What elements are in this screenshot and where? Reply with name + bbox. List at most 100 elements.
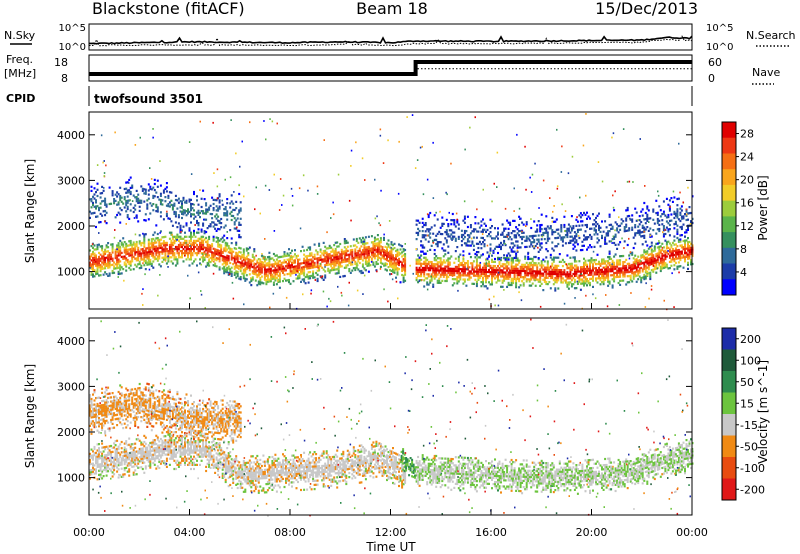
heatmap-cell [665, 255, 668, 258]
heatmap-cell [589, 273, 591, 276]
heatmap-cell [90, 198, 93, 201]
heatmap-cell [386, 263, 388, 266]
heatmap-cell [421, 271, 424, 274]
heatmap-cell [90, 212, 93, 215]
heatmap-cell [194, 224, 196, 226]
heatmap-cell [599, 264, 602, 267]
heatmap-cell [507, 275, 510, 278]
heatmap-cell [238, 261, 241, 264]
heatmap-cell [203, 256, 206, 259]
heatmap-cell [351, 269, 354, 272]
heatmap-cell [491, 225, 493, 228]
heatmap-cell [375, 238, 378, 241]
heatmap-cell [168, 252, 171, 255]
heatmap-cell [610, 227, 613, 230]
heatmap-cell [614, 243, 617, 246]
heatmap-cell [649, 271, 652, 274]
heatmap-cell [649, 275, 652, 278]
heatmap-cell [260, 271, 263, 274]
heatmap-cell [176, 199, 179, 202]
heatmap-cell [132, 243, 135, 246]
heatmap-cell [424, 277, 427, 280]
heatmap-cell [236, 260, 239, 263]
heatmap-cell [253, 266, 256, 269]
heatmap-cell [396, 250, 399, 253]
heatmap-cell [510, 265, 513, 268]
heatmap-cell [554, 237, 557, 240]
heatmap-cell [307, 246, 310, 249]
heatmap-cell [637, 265, 640, 268]
heatmap-cell [543, 260, 546, 263]
heatmap-cell [255, 254, 257, 257]
heatmap-cell [433, 252, 436, 256]
heatmap-cell [336, 245, 339, 248]
heatmap-cell [423, 252, 426, 255]
heatmap-cell [386, 254, 388, 258]
heatmap-cell [137, 250, 140, 254]
heatmap-cell [475, 258, 478, 261]
heatmap-cell [658, 205, 661, 208]
heatmap-cell [539, 244, 542, 247]
heatmap-cell [625, 269, 628, 272]
heatmap-cell [684, 231, 686, 234]
heatmap-cell [126, 250, 129, 253]
heatmap-cell [218, 268, 221, 271]
heatmap-cell [556, 185, 559, 188]
heatmap-cell [471, 282, 474, 285]
heatmap-cell [108, 258, 111, 261]
heatmap-cell [250, 263, 253, 266]
heatmap-cell [638, 271, 641, 274]
heatmap-cell [644, 228, 647, 231]
heatmap-cell [218, 249, 221, 253]
heatmap-cell [575, 274, 578, 277]
heatmap-cell [386, 246, 388, 249]
heatmap-cell [283, 259, 286, 262]
heatmap-cell [142, 232, 144, 235]
heatmap-cell [372, 261, 375, 264]
heatmap-cell [589, 259, 591, 262]
heatmap-cell [629, 252, 632, 255]
heatmap-cell [646, 258, 649, 261]
heatmap-cell [260, 263, 263, 266]
heatmap-cell [480, 243, 483, 246]
heatmap-cell [454, 257, 457, 260]
heatmap-cell [530, 243, 533, 246]
heatmap-cell [586, 211, 588, 214]
heatmap-cell [376, 242, 379, 245]
heatmap-cell [468, 278, 471, 281]
heatmap-cell [295, 255, 298, 258]
heatmap-cell [684, 252, 686, 255]
heatmap-cell [560, 281, 563, 284]
heatmap-cell [324, 249, 327, 252]
heatmap-cell [233, 223, 236, 226]
heatmap-cell [263, 278, 266, 281]
heatmap-cell [161, 199, 164, 202]
heatmap-cell [92, 263, 94, 266]
heatmap-cell [485, 272, 487, 276]
heatmap-cell [650, 235, 653, 238]
heatmap-cell [392, 244, 394, 247]
heatmap-cell [622, 263, 625, 266]
heatmap-cell [286, 273, 289, 276]
heatmap-cell [549, 272, 552, 275]
heatmap-cell [497, 279, 499, 282]
heatmap-cell [386, 248, 388, 251]
heatmap-cell [313, 264, 316, 267]
nsky-label: N.Sky [4, 29, 36, 42]
heatmap-cell [153, 239, 156, 242]
heatmap-cell [618, 304, 621, 306]
heatmap-cell [567, 227, 570, 230]
heatmap-cell [143, 255, 146, 259]
heatmap-cell [129, 190, 132, 194]
heatmap-cell [682, 201, 684, 204]
heatmap-cell [573, 281, 576, 284]
heatmap-cell [200, 235, 203, 238]
heatmap-cell [226, 254, 229, 257]
heatmap-cell [644, 218, 647, 221]
heatmap-cell [354, 256, 357, 259]
heatmap-cell [399, 281, 402, 284]
heatmap-cell [181, 204, 183, 207]
heatmap-cell [211, 243, 214, 246]
heatmap-cell [438, 277, 441, 280]
heatmap-cell [147, 240, 150, 243]
